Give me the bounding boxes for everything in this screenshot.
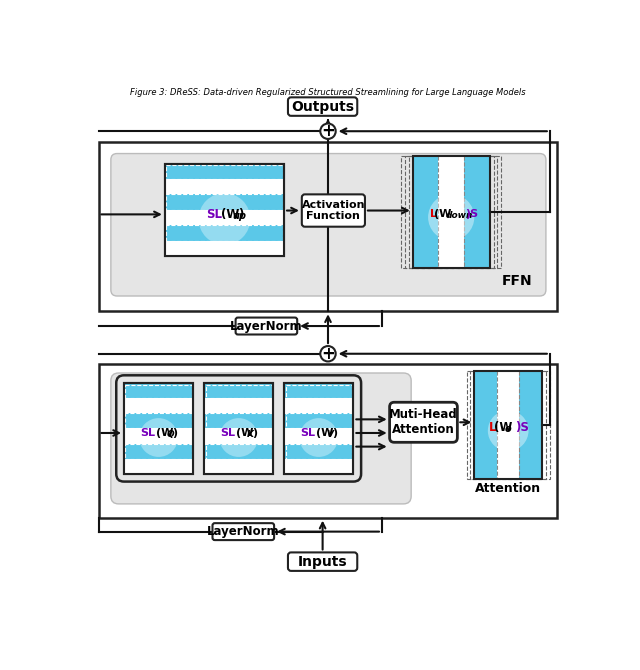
Circle shape (300, 418, 338, 457)
Bar (474, 371, 497, 479)
Text: (W: (W (316, 428, 333, 438)
Text: )S: )S (515, 421, 529, 434)
Bar (204, 383, 273, 474)
Bar (409, 156, 493, 267)
Bar (124, 428, 193, 444)
Bar (164, 241, 284, 256)
Bar (470, 371, 546, 479)
Circle shape (198, 193, 250, 245)
Text: Attention: Attention (475, 482, 541, 495)
Bar (284, 398, 353, 413)
Text: ): ) (333, 428, 338, 438)
Bar (405, 156, 497, 267)
Text: o: o (505, 423, 512, 433)
FancyBboxPatch shape (390, 402, 458, 442)
Text: SL: SL (220, 428, 236, 438)
Text: LayerNorm: LayerNorm (230, 320, 303, 332)
Bar (204, 428, 273, 444)
Bar (413, 156, 490, 267)
Bar (284, 459, 353, 474)
Bar (474, 371, 542, 479)
Text: L: L (489, 421, 497, 434)
Bar (285, 385, 352, 472)
Bar (284, 383, 353, 474)
Circle shape (488, 411, 529, 451)
FancyBboxPatch shape (111, 373, 411, 504)
Bar (204, 383, 273, 474)
FancyBboxPatch shape (288, 552, 357, 571)
Text: K: K (246, 429, 253, 439)
Bar (204, 459, 273, 474)
Text: V: V (326, 429, 333, 439)
Text: (W: (W (156, 428, 173, 438)
Bar (164, 163, 284, 256)
Bar (99, 364, 557, 518)
Bar (124, 383, 193, 474)
Text: ): ) (172, 428, 177, 438)
Text: ): ) (253, 428, 258, 438)
Text: SL: SL (205, 208, 221, 221)
Bar (413, 156, 438, 267)
Bar (464, 156, 490, 267)
Bar (284, 383, 353, 474)
Bar (124, 459, 193, 474)
Text: (W: (W (236, 428, 253, 438)
Bar (164, 210, 284, 225)
Text: Figure 3: DReSS: Data-driven Regularized Structured Streamlining for Large Langu: Figure 3: DReSS: Data-driven Regularized… (130, 88, 526, 97)
Bar (401, 156, 501, 267)
Text: +: + (321, 345, 335, 362)
Bar (205, 385, 272, 472)
Bar (204, 398, 273, 413)
Text: ): ) (238, 208, 244, 221)
FancyBboxPatch shape (212, 523, 274, 540)
Circle shape (320, 346, 336, 361)
Circle shape (139, 418, 178, 457)
Text: +: + (321, 122, 335, 140)
Text: (W: (W (221, 208, 240, 221)
Bar (124, 383, 193, 474)
Text: Muti-Head
Attention: Muti-Head Attention (389, 408, 458, 436)
FancyBboxPatch shape (288, 97, 357, 116)
Circle shape (220, 418, 258, 457)
Text: Q: Q (166, 429, 174, 439)
Bar (520, 371, 542, 479)
Text: up: up (232, 210, 246, 220)
Bar (125, 385, 192, 472)
FancyBboxPatch shape (111, 153, 546, 296)
Text: Inputs: Inputs (298, 555, 348, 569)
Text: L: L (429, 209, 436, 219)
Text: Outputs: Outputs (291, 100, 354, 114)
Bar (164, 163, 284, 256)
Bar (166, 165, 283, 255)
Text: (W: (W (435, 209, 452, 219)
Text: FFN: FFN (502, 274, 533, 288)
Bar (99, 142, 557, 312)
Text: SL: SL (140, 428, 156, 438)
Bar (413, 156, 490, 267)
Text: down: down (446, 210, 473, 220)
Text: )S: )S (465, 209, 478, 219)
Bar (467, 371, 550, 479)
Text: SL: SL (301, 428, 316, 438)
Text: LayerNorm: LayerNorm (207, 525, 280, 538)
Text: (W: (W (493, 421, 512, 434)
FancyBboxPatch shape (302, 194, 365, 226)
Circle shape (320, 123, 336, 139)
Bar (164, 179, 284, 194)
Text: Activation
Function: Activation Function (301, 200, 365, 221)
Bar (474, 371, 542, 479)
Bar (284, 428, 353, 444)
FancyBboxPatch shape (236, 318, 297, 334)
Circle shape (428, 194, 474, 241)
Bar (124, 398, 193, 413)
